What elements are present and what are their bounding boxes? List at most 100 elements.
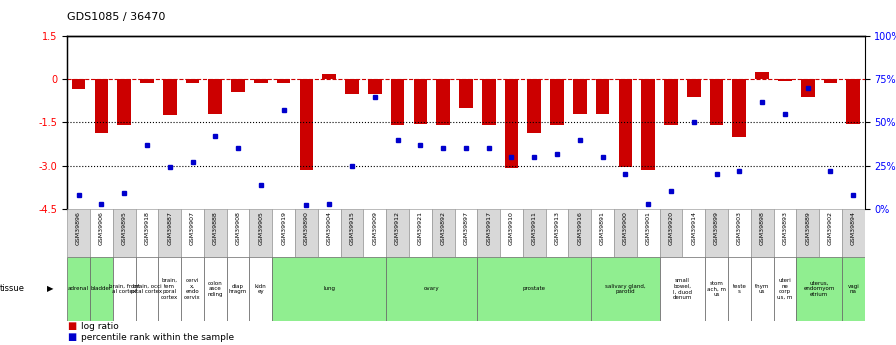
Bar	[181, 209, 204, 257]
Text: bladder: bladder	[90, 286, 112, 292]
Text: GSM39895: GSM39895	[122, 211, 126, 245]
Bar	[72, 79, 85, 89]
Bar	[295, 209, 318, 257]
Text: percentile rank within the sample: percentile rank within the sample	[81, 333, 234, 342]
Bar	[231, 79, 245, 92]
Text: stom
ach, m
us: stom ach, m us	[707, 280, 726, 297]
Bar	[249, 209, 272, 257]
Bar	[523, 209, 546, 257]
Bar	[528, 79, 541, 132]
Text: adrenal: adrenal	[68, 286, 89, 292]
Text: prostate: prostate	[522, 286, 546, 292]
Bar	[642, 79, 655, 170]
Bar	[113, 257, 135, 321]
Bar	[386, 257, 478, 321]
Bar	[209, 79, 222, 114]
Text: ovary: ovary	[424, 286, 440, 292]
Text: GSM39903: GSM39903	[737, 211, 742, 245]
Bar	[272, 257, 386, 321]
Bar	[751, 209, 773, 257]
Text: GSM39911: GSM39911	[531, 211, 537, 245]
Bar	[272, 209, 295, 257]
Text: kidn
ey: kidn ey	[255, 284, 267, 294]
Bar	[773, 209, 797, 257]
Text: GSM39912: GSM39912	[395, 211, 401, 245]
Bar	[755, 72, 769, 79]
Text: small
bowel,
I, duod
denum: small bowel, I, duod denum	[673, 278, 692, 300]
Bar	[797, 209, 819, 257]
Bar	[546, 209, 568, 257]
Bar	[728, 257, 751, 321]
Text: GSM39908: GSM39908	[236, 211, 241, 245]
Bar	[163, 79, 177, 115]
Bar	[573, 79, 587, 114]
Bar	[323, 74, 336, 79]
Bar	[478, 209, 500, 257]
Bar	[67, 209, 90, 257]
Bar	[847, 79, 860, 124]
Bar	[659, 209, 683, 257]
Bar	[596, 79, 609, 114]
Bar	[340, 209, 364, 257]
Text: GSM39899: GSM39899	[714, 211, 719, 245]
Text: GSM39896: GSM39896	[76, 211, 82, 245]
Bar	[478, 257, 591, 321]
Text: GSM39909: GSM39909	[372, 211, 377, 245]
Text: brain, occi
pital cortex: brain, occi pital cortex	[132, 284, 162, 294]
Bar	[500, 209, 523, 257]
Bar	[778, 79, 792, 81]
Bar	[386, 209, 409, 257]
Text: GSM39900: GSM39900	[623, 211, 628, 245]
Text: teste
s: teste s	[732, 284, 746, 294]
Bar	[591, 257, 659, 321]
Text: GSM39901: GSM39901	[646, 211, 650, 245]
Text: GSM39889: GSM39889	[806, 211, 810, 245]
Bar	[454, 209, 478, 257]
Bar	[181, 257, 204, 321]
Bar	[318, 209, 340, 257]
Bar	[823, 79, 837, 83]
Bar	[185, 79, 199, 83]
Text: tissue: tissue	[0, 284, 25, 294]
Bar	[733, 79, 746, 137]
Text: GSM39902: GSM39902	[828, 211, 833, 245]
Bar	[683, 209, 705, 257]
Text: brain, front
al cortex: brain, front al cortex	[108, 284, 140, 294]
Bar	[664, 79, 677, 125]
Text: brain,
tem
poral
cortex: brain, tem poral cortex	[161, 278, 178, 300]
Bar	[591, 209, 614, 257]
Bar	[159, 257, 181, 321]
Text: GSM39887: GSM39887	[168, 211, 172, 245]
Bar	[432, 209, 454, 257]
Text: GSM39910: GSM39910	[509, 211, 514, 245]
Bar	[159, 209, 181, 257]
Bar	[95, 79, 108, 132]
Text: GSM39890: GSM39890	[304, 211, 309, 245]
Text: colon
asce
nding: colon asce nding	[208, 280, 223, 297]
Text: ■: ■	[67, 332, 76, 342]
Text: ▶: ▶	[47, 284, 53, 294]
Bar	[819, 209, 842, 257]
Text: GSM39916: GSM39916	[577, 211, 582, 245]
Bar	[90, 257, 113, 321]
Text: vagi
na: vagi na	[848, 284, 859, 294]
Text: GSM39913: GSM39913	[555, 211, 560, 245]
Bar	[728, 209, 751, 257]
Text: thym
us: thym us	[755, 284, 770, 294]
Bar	[299, 79, 314, 170]
Text: cervi
x,
endo
cervix: cervi x, endo cervix	[185, 278, 201, 300]
Bar	[659, 257, 705, 321]
Bar	[801, 79, 814, 97]
Bar	[140, 79, 154, 83]
Bar	[113, 209, 135, 257]
Bar	[135, 257, 159, 321]
Bar	[254, 79, 268, 83]
Text: ■: ■	[67, 321, 76, 331]
Text: GSM39921: GSM39921	[418, 211, 423, 245]
Bar	[618, 79, 633, 167]
Text: uterus,
endomyom
etrium: uterus, endomyom etrium	[804, 280, 835, 297]
Bar	[436, 79, 450, 125]
Text: GSM39906: GSM39906	[99, 211, 104, 245]
Text: salivary gland,
parotid: salivary gland, parotid	[605, 284, 646, 294]
Text: uteri
ne
corp
us, m: uteri ne corp us, m	[777, 278, 793, 300]
